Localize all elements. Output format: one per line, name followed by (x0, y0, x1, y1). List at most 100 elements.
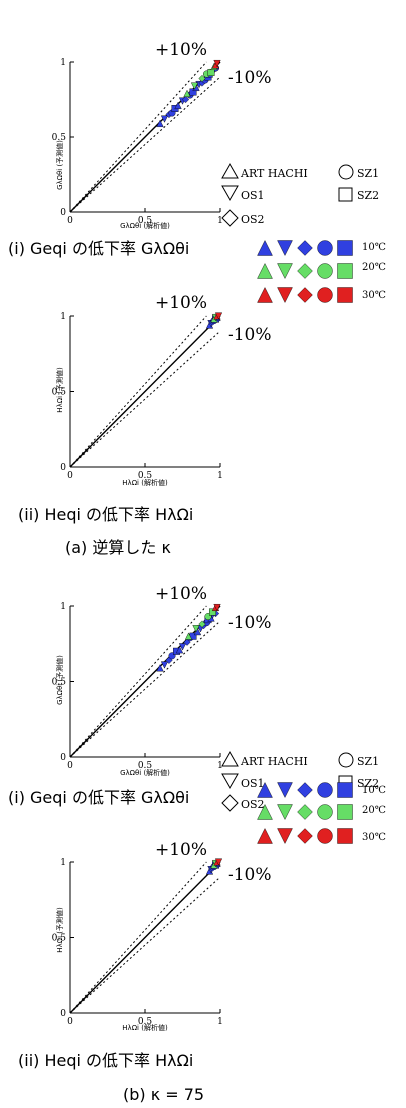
diamond-icon (297, 804, 313, 820)
y-tick-label: 0 (60, 753, 66, 763)
circle-icon (317, 782, 333, 798)
data-point (156, 664, 164, 672)
reference-line-10pct (69, 605, 207, 758)
reference-line-10pct (69, 330, 221, 468)
diamond-icon (297, 828, 313, 844)
circle-icon (338, 752, 354, 768)
x-axis-label: GλΩθi (解析値) (120, 768, 170, 777)
reference-line-10pct (69, 861, 207, 1014)
triangle-down-icon (277, 287, 293, 303)
legend-label: SZ1 (357, 167, 379, 180)
annotation-plus10: +10% (155, 840, 207, 860)
data-point (165, 656, 173, 664)
reference-line-1to1 (69, 605, 221, 758)
data-point (156, 119, 164, 128)
data-point (198, 74, 206, 83)
section-caption-a: (a) 逆算した κ (65, 538, 171, 557)
reference-line-1to1 (69, 315, 221, 468)
y-tick-label: 1 (60, 858, 66, 868)
data-point (160, 115, 169, 123)
square-icon (337, 828, 353, 844)
reference-line-1to1 (69, 861, 221, 1014)
legend-label: OS2 (241, 213, 265, 226)
x-tick-label: 0.5 (138, 471, 153, 481)
y-tick-label: 0 (60, 463, 66, 473)
legend-label: ART HACHI (240, 755, 308, 768)
annotation-plus10: +10% (155, 40, 207, 60)
data-point (207, 68, 215, 76)
diamond-icon (221, 794, 239, 812)
square-icon (337, 287, 353, 303)
x-axis-label: HλΩi (解析値) (122, 1023, 168, 1032)
temp-label: 10℃ (362, 242, 386, 253)
caption-b-i: (i) Geqi の低下率 GλΩθi (8, 788, 189, 807)
x-tick-label: 0.5 (138, 1017, 153, 1027)
annotation-minus10: -10% (228, 613, 272, 633)
temp-label: 20℃ (362, 262, 386, 273)
y-axis-label: GλΩθi (予測値) (55, 655, 64, 705)
square-icon (337, 782, 353, 798)
x-axis-label: HλΩi (解析値) (122, 478, 168, 487)
square-icon (338, 187, 353, 202)
chart-a-i: +10% -10% GλΩθi (予測値) GλΩθi (解析値) (i) Ge… (8, 40, 272, 258)
caption-a-ii: (ii) Heqi の低下率 HλΩi (18, 505, 193, 524)
y-axis-label: HλΩi (予測値) (55, 907, 64, 953)
triangle-up-icon (257, 240, 273, 256)
x-tick-label: 0 (67, 216, 73, 226)
legend-label: OS1 (241, 777, 265, 790)
reference-line-10pct (69, 61, 207, 213)
square-icon (337, 804, 353, 820)
annotation-minus10: -10% (228, 865, 272, 885)
x-tick-label: 1 (217, 471, 223, 481)
y-tick-label: 0.5 (52, 678, 67, 688)
x-tick-label: 1 (217, 1017, 223, 1027)
triangle-down-icon (221, 185, 239, 202)
legend-temperatures-lower: 10℃ 20℃ 30℃ (257, 782, 386, 844)
circle-icon (317, 828, 333, 844)
x-tick-label: 1 (217, 216, 223, 226)
circle-icon (317, 287, 333, 303)
legend-shapes-upper: ART HACHI OS1 OS2 SZ1 SZ2 (221, 162, 379, 227)
legend-label: ART HACHI (240, 167, 308, 180)
section-caption-b: (b) κ = 75 (123, 1085, 204, 1104)
data-point (214, 312, 223, 320)
triangle-up-icon (221, 750, 239, 767)
x-tick-label: 0.5 (138, 761, 153, 771)
data-point (184, 632, 193, 640)
triangle-up-icon (257, 782, 273, 798)
caption-a-i: (i) Geqi の低下率 GλΩθi (8, 239, 189, 258)
annotation-plus10: +10% (155, 584, 207, 604)
data-point (198, 620, 206, 628)
circle-icon (338, 164, 354, 180)
triangle-up-icon (257, 263, 273, 279)
triangle-down-icon (277, 828, 293, 844)
chart-a-ii: +10% -10% HλΩi (予測値) HλΩi (解析値) (ii) Heq… (18, 293, 272, 524)
diamond-icon (297, 287, 313, 303)
data-point (175, 646, 184, 654)
data-point (174, 101, 182, 110)
circle-icon (317, 804, 333, 820)
triangle-down-icon (277, 240, 293, 256)
data-point (214, 858, 223, 866)
triangle-up-icon (257, 804, 273, 820)
data-point (190, 82, 199, 90)
triangle-down-icon (277, 804, 293, 820)
temp-label: 30℃ (362, 832, 386, 843)
reference-line-10pct (69, 620, 221, 758)
x-tick-label: 0 (67, 761, 73, 771)
data-point (189, 88, 197, 96)
data-point (213, 60, 221, 68)
triangle-up-icon (257, 287, 273, 303)
triangle-down-icon (221, 773, 239, 790)
diamond-icon (297, 782, 313, 798)
data-point (183, 89, 191, 98)
y-axis-label: HλΩi (予測値) (55, 367, 64, 413)
legend-temperatures-upper: 10℃ 20℃ 30℃ (257, 240, 386, 303)
y-tick-label: 1 (60, 58, 66, 68)
data-point (192, 625, 200, 633)
legend-label: SZ2 (357, 189, 379, 202)
temp-label: 10℃ (362, 785, 386, 796)
circle-icon (317, 240, 333, 256)
x-tick-label: 0 (67, 471, 73, 481)
diamond-icon (297, 240, 313, 256)
